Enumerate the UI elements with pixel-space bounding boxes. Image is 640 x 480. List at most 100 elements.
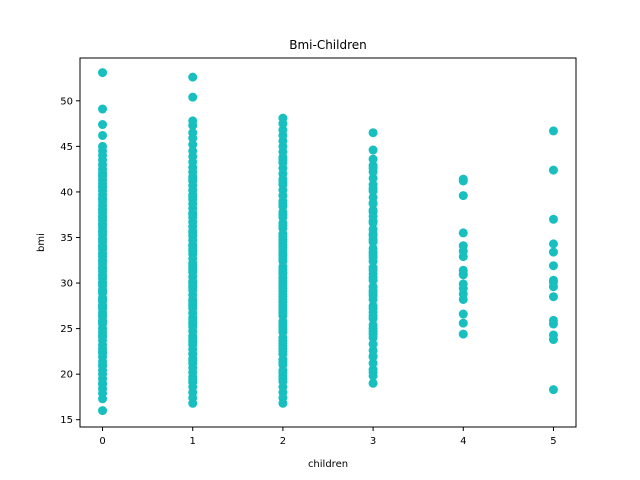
data-point [98,249,108,259]
data-point [278,335,288,345]
y-tick-label: 45 [60,142,73,153]
y-tick-label: 15 [60,415,73,426]
data-point [368,145,378,155]
data-point [188,116,198,126]
data-point [368,367,378,377]
data-point [548,247,558,257]
data-point [98,227,108,237]
data-point [368,358,378,368]
data-point [368,304,378,314]
x-axis-ticks: 0 1 2 3 4 5 [99,427,557,447]
data-point [98,205,108,215]
data-point [368,207,378,217]
data-point [368,351,378,361]
data-point [278,253,288,263]
data-point [98,141,108,151]
data-point [98,130,108,140]
data-point [278,303,288,313]
data-point [98,294,108,304]
data-point [188,228,198,238]
data-point [98,330,108,340]
data-point [188,146,198,156]
data-point [458,309,468,319]
data-point [188,355,198,365]
data-point [278,155,288,165]
data-point [368,324,378,334]
data-point [458,241,468,251]
data-point [98,242,108,252]
data-point [548,214,558,224]
data-point [278,319,288,329]
data-point [98,271,108,281]
data-point [368,183,378,193]
data-point [458,329,468,339]
data-point [458,174,468,184]
x-tick-label: 2 [280,436,286,447]
x-tick-label: 0 [99,436,105,447]
data-point [278,113,288,123]
x-axis-label: children [308,459,348,470]
y-tick-label: 40 [60,187,73,198]
data-point [368,247,378,257]
data-point [188,210,198,220]
y-tick-label: 20 [60,370,73,381]
data-point [278,269,288,279]
y-tick-label: 35 [60,233,73,244]
data-point [98,317,108,327]
data-point [98,212,108,222]
data-point [188,242,198,252]
data-point [98,286,108,296]
data-point [278,177,288,187]
data-point [548,126,558,136]
data-point [188,278,198,288]
data-point [188,72,198,82]
y-tick-label: 25 [60,324,73,335]
data-point [98,378,108,388]
x-tick-label: 1 [190,436,196,447]
data-point [188,140,198,150]
data-point [458,318,468,328]
data-point [98,181,108,191]
data-point [188,260,198,270]
data-point [188,314,198,324]
data-point [368,163,378,173]
data-point [98,120,108,130]
y-tick-label: 50 [60,96,73,107]
data-point [188,191,198,201]
data-point [98,406,108,416]
data-point [188,128,198,138]
x-tick-label: 3 [370,436,376,447]
data-point [98,263,108,273]
data-point [98,310,108,320]
data-point [278,199,288,209]
data-point [98,220,108,230]
y-axis-label: bmi [36,233,47,252]
data-point [548,261,558,271]
data-point [548,330,558,340]
data-point [278,243,288,253]
data-point [98,360,108,370]
data-point [188,92,198,102]
data-point [188,296,198,306]
data-point [458,191,468,201]
data-point [278,125,288,135]
chart-title: Bmi-Children [289,38,367,52]
data-point [368,128,378,138]
data-point [368,339,378,349]
data-point [368,229,378,239]
data-point [368,378,378,388]
data-point [278,281,288,291]
data-point [98,256,108,266]
data-point [368,265,378,275]
data-point [458,270,468,280]
data-point [98,234,108,244]
data-point [368,198,378,208]
y-tick-label: 30 [60,279,73,290]
data-point [458,279,468,289]
data-point [548,385,558,395]
data-point [368,173,378,183]
data-point [98,171,108,181]
data-point [368,311,378,321]
data-point [188,333,198,343]
